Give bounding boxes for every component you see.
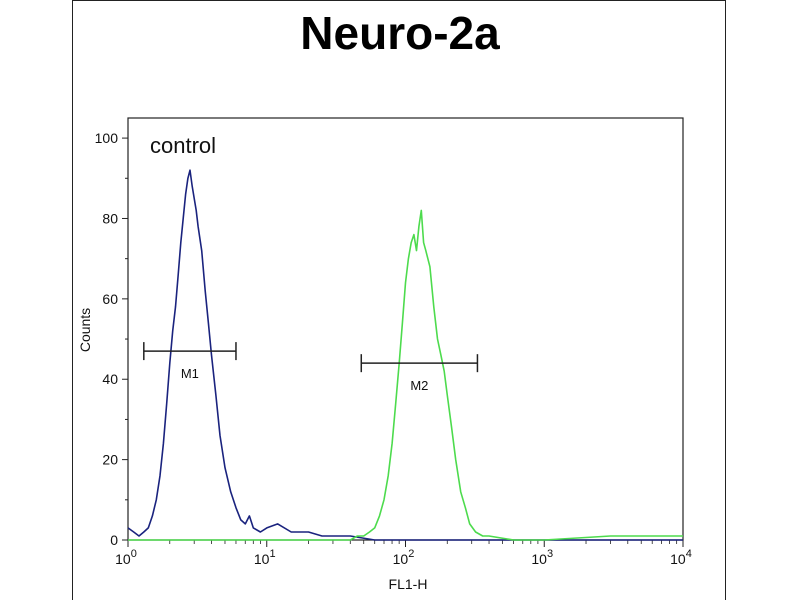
series-layer (127, 169, 683, 541)
histogram-series-1 (127, 169, 683, 541)
marker-label-m1: M1 (181, 366, 199, 381)
y-tick-label: 40 (102, 371, 118, 387)
control-annotation: control (150, 133, 216, 158)
plot-border (127, 117, 684, 541)
x-tick-label: 100 (115, 548, 137, 567)
y-tick-label: 100 (95, 130, 119, 146)
x-tick-label: 101 (254, 548, 276, 567)
y-axis-label: Counts (77, 308, 93, 352)
axes: 0 20 40 60 80 100 100 101 102 103 104 (95, 117, 692, 567)
x-tick-label: 102 (393, 548, 415, 567)
histogram-series-2 (128, 209, 683, 541)
x-axis-label: FL1-H (389, 576, 428, 592)
x-tick-label: 103 (531, 548, 553, 567)
x-tick-label: 104 (670, 548, 692, 567)
y-tick-label: 60 (102, 291, 118, 307)
marker-layer: M1 M2 (143, 342, 479, 393)
y-tick-label: 0 (110, 532, 118, 548)
chart-title: Neuro-2a (300, 7, 500, 59)
y-tick-label: 20 (102, 452, 118, 468)
marker-label-m2: M2 (410, 378, 428, 393)
chart-frame (72, 0, 726, 600)
y-tick-label: 80 (102, 210, 118, 226)
